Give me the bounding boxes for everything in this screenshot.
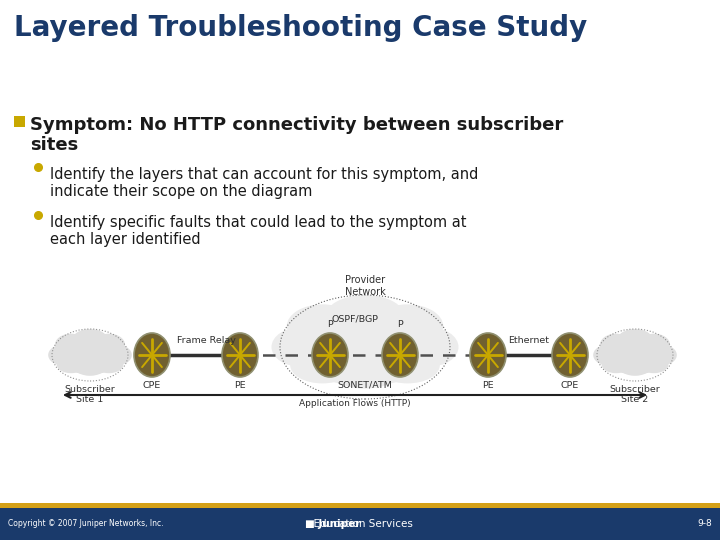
Ellipse shape: [57, 355, 86, 373]
Ellipse shape: [601, 355, 631, 373]
Text: Ethernet: Ethernet: [508, 336, 549, 345]
Ellipse shape: [48, 345, 75, 365]
Ellipse shape: [470, 333, 506, 377]
Text: PE: PE: [482, 381, 494, 390]
Text: Frame Relay: Frame Relay: [176, 336, 235, 345]
Text: 9-8: 9-8: [697, 519, 712, 529]
Ellipse shape: [271, 327, 331, 367]
Ellipse shape: [58, 335, 122, 375]
Ellipse shape: [638, 334, 670, 355]
Ellipse shape: [639, 355, 668, 373]
Text: Copyright © 2007 Juniper Networks, Inc.: Copyright © 2007 Juniper Networks, Inc.: [8, 519, 163, 529]
Bar: [0, 508, 720, 540]
Ellipse shape: [382, 333, 418, 377]
Ellipse shape: [222, 333, 258, 377]
Ellipse shape: [287, 305, 359, 348]
Ellipse shape: [93, 334, 125, 355]
Ellipse shape: [329, 352, 401, 389]
Text: Identify the layers that can account for this symptom, and: Identify the layers that can account for…: [50, 167, 478, 182]
Ellipse shape: [290, 347, 355, 383]
Text: Symptom: No HTTP connectivity between subscriber: Symptom: No HTTP connectivity between su…: [30, 116, 563, 134]
Ellipse shape: [600, 334, 632, 355]
Text: OSPF/BGP: OSPF/BGP: [331, 314, 379, 323]
Ellipse shape: [593, 345, 620, 365]
Text: Education Services: Education Services: [307, 519, 413, 529]
Ellipse shape: [72, 329, 108, 353]
Text: Application Flows (HTTP): Application Flows (HTTP): [300, 399, 411, 408]
Ellipse shape: [94, 355, 123, 373]
Text: sites: sites: [30, 136, 78, 154]
Ellipse shape: [55, 334, 87, 355]
Ellipse shape: [134, 333, 170, 377]
Ellipse shape: [375, 347, 440, 383]
Ellipse shape: [399, 327, 459, 367]
Text: ■ Juniper: ■ Juniper: [305, 519, 361, 529]
Ellipse shape: [74, 357, 106, 376]
Ellipse shape: [617, 329, 653, 353]
Ellipse shape: [552, 333, 588, 377]
Text: P: P: [327, 320, 333, 329]
Text: Provider
Network: Provider Network: [345, 275, 385, 297]
Bar: [0, 503, 720, 508]
Ellipse shape: [312, 333, 348, 377]
Ellipse shape: [619, 357, 651, 376]
Ellipse shape: [324, 295, 406, 342]
Ellipse shape: [650, 345, 677, 365]
Text: each layer identified: each layer identified: [50, 232, 201, 247]
Ellipse shape: [105, 345, 132, 365]
Text: indicate their scope on the diagram: indicate their scope on the diagram: [50, 184, 312, 199]
Text: SONET/ATM: SONET/ATM: [338, 381, 392, 390]
Text: CPE: CPE: [561, 381, 579, 390]
Bar: [14, 116, 25, 127]
Text: P: P: [397, 320, 403, 329]
Ellipse shape: [372, 305, 444, 348]
Ellipse shape: [293, 308, 437, 386]
Text: Identify specific faults that could lead to the symptom at: Identify specific faults that could lead…: [50, 215, 467, 230]
Text: Subscriber
Site 1: Subscriber Site 1: [65, 385, 115, 404]
Ellipse shape: [603, 335, 667, 375]
Text: Subscriber
Site 2: Subscriber Site 2: [610, 385, 660, 404]
Text: Layered Troubleshooting Case Study: Layered Troubleshooting Case Study: [14, 14, 588, 42]
Text: CPE: CPE: [143, 381, 161, 390]
Text: PE: PE: [234, 381, 246, 390]
